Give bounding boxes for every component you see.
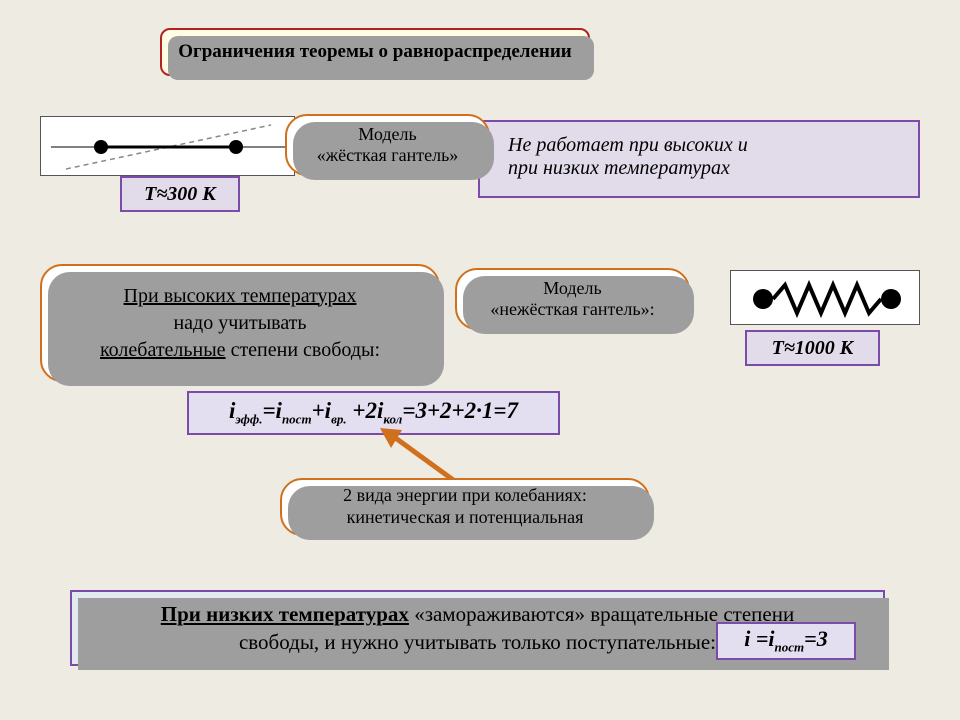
limitation-note: Не работает при высоких и при низких тем… <box>478 120 920 198</box>
model-rigid-box: Модель «жёсткая гантель» <box>285 114 490 176</box>
temp-1000-label: T≈1000 К <box>745 330 880 366</box>
high-temp-box: При высоких температурах надо учитывать … <box>40 264 440 382</box>
spring-dumbbell-diagram <box>730 270 920 325</box>
formula-ieff: iэфф.=iпост+iвр. +2iкол=3+2+2·1=7 <box>187 391 560 435</box>
formula-ipost: i =iпост=3 <box>716 622 856 660</box>
title-box: Ограничения теоремы о равнораспределении <box>160 28 590 76</box>
model-nonrigid-box: Модель «нежёсткая гантель»: <box>455 268 690 330</box>
temp-300-label: T≈300 К <box>120 176 240 212</box>
energy-types-box: 2 вида энергии при колебаниях: кинетичес… <box>280 478 650 536</box>
title-text: Ограничения теоремы о равнораспределении <box>178 41 571 63</box>
rigid-dumbbell-diagram <box>40 116 295 176</box>
